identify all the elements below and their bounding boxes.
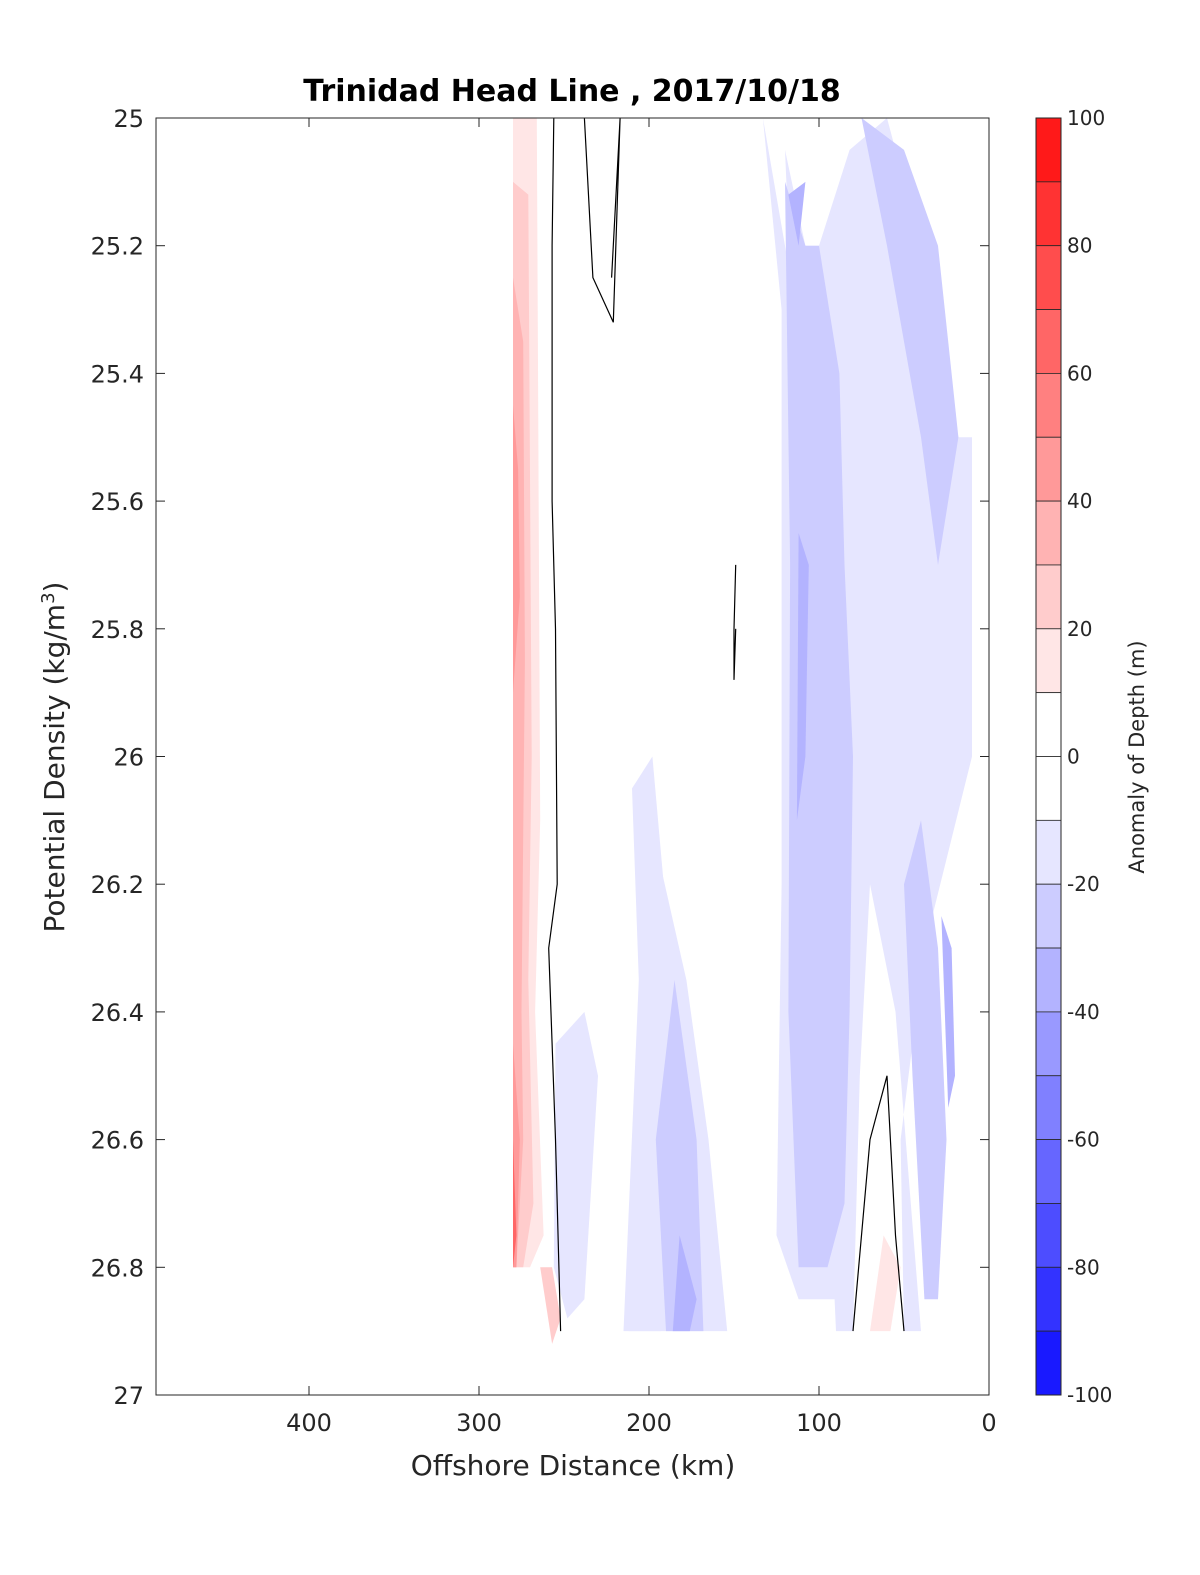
contour-region-12 <box>788 181 806 246</box>
contour-region-6 <box>540 1267 561 1344</box>
x-tick-label: 300 <box>456 1409 502 1437</box>
colorbar-label: Anomaly of Depth (m) <box>1125 640 1149 873</box>
colorbar-tick-label: 60 <box>1067 361 1092 385</box>
colorbar-tick-label: 80 <box>1067 234 1092 258</box>
colorbar-band <box>1035 947 1062 1013</box>
y-tick-label: 26.6 <box>91 1127 144 1155</box>
chart-title: Trinidad Head Line , 2017/10/18 <box>303 74 840 109</box>
zero-contour-line-2 <box>733 564 737 680</box>
y-tick-label: 25.2 <box>91 233 144 261</box>
contour-region-19 <box>672 1235 697 1332</box>
y-axis-label: Potential Density (kg/m3) <box>38 582 72 933</box>
colorbar-band <box>1035 436 1062 502</box>
colorbar-tick-label: -20 <box>1067 872 1100 896</box>
colorbar-band <box>1035 883 1062 949</box>
colorbar-band <box>1035 372 1062 438</box>
y-tick-label: 26.8 <box>91 1254 144 1282</box>
y-axis-ticks: 25 25.2 25.4 25.6 25.8 26 26.2 26.4 26.6 26.8 27 <box>91 105 989 1410</box>
y-tick-label: 27 <box>113 1382 144 1410</box>
colorbar-tick-label: 20 <box>1067 617 1092 641</box>
colorbar-band <box>1035 1330 1062 1396</box>
colorbar-bands <box>1035 117 1062 1396</box>
y-tick-label: 25.8 <box>91 616 144 644</box>
y-tick-label: 25.4 <box>91 360 144 388</box>
colorbar-band <box>1035 245 1062 310</box>
colorbar-tick-label: -40 <box>1067 1000 1100 1024</box>
colorbar-band <box>1035 692 1062 757</box>
contour-region-13 <box>796 533 809 821</box>
contour-region-14 <box>941 916 955 1108</box>
x-axis-label: Offshore Distance (km) <box>411 1449 736 1482</box>
colorbar-band <box>1035 500 1062 566</box>
colorbar-band <box>1035 117 1062 183</box>
colorbar-band <box>1035 309 1062 374</box>
colorbar-band <box>1035 181 1062 247</box>
contour-region-9 <box>785 181 853 1268</box>
colorbar-band <box>1035 628 1062 694</box>
contour-fills <box>513 118 972 1344</box>
zero-contour-line-0 <box>548 117 562 1332</box>
y-tick-label: 25.6 <box>91 488 144 516</box>
contour-region-10 <box>861 118 959 565</box>
contour-region-11 <box>904 820 947 1300</box>
colorbar-band <box>1035 756 1062 821</box>
y-tick-label: 26.2 <box>91 871 144 899</box>
x-tick-label: 200 <box>626 1409 672 1437</box>
colorbar-band <box>1035 1203 1062 1268</box>
colorbar-tick-label: 0 <box>1067 745 1080 769</box>
colorbar-tick-label: -100 <box>1067 1383 1112 1407</box>
colorbar: 100 80 60 40 20 0 -20 -40 -60 -80 -100 <box>1035 106 1112 1407</box>
colorbar-band <box>1035 1075 1062 1140</box>
contour-region-5 <box>513 1139 517 1268</box>
x-tick-label: 100 <box>796 1409 842 1437</box>
x-axis-ticks: 400 300 200 100 0 <box>286 118 997 1437</box>
contour-region-15 <box>553 1011 598 1319</box>
x-tick-label: 0 <box>981 1409 996 1437</box>
colorbar-band <box>1035 819 1062 885</box>
colorbar-band <box>1035 1011 1062 1077</box>
x-tick-label: 400 <box>286 1409 332 1437</box>
colorbar-frame <box>1035 117 1062 1396</box>
colorbar-tick-label: 100 <box>1067 106 1105 130</box>
zero-contour-lines <box>548 117 905 1332</box>
y-axis-label-end: ) <box>38 582 71 593</box>
y-tick-label: 25 <box>113 105 144 133</box>
colorbar-tick-label: -80 <box>1067 1255 1100 1279</box>
colorbar-band <box>1035 1266 1062 1332</box>
y-axis-label-main: Potential Density (kg/m <box>38 604 71 933</box>
zero-contour-line-3 <box>852 1075 905 1332</box>
y-tick-label: 26.4 <box>91 999 144 1027</box>
colorbar-ticks: 100 80 60 40 20 0 -20 -40 -60 -80 -100 <box>1067 106 1112 1407</box>
colorbar-tick-label: -60 <box>1067 1128 1100 1152</box>
colorbar-band <box>1035 564 1062 630</box>
plot-area: 400 300 200 100 0 25 25.2 25.4 25.6 25.8 26 26.2 26… <box>91 105 997 1437</box>
colorbar-band <box>1035 1139 1062 1204</box>
colorbar-tick-label: 40 <box>1067 489 1092 513</box>
zero-contour-line-1 <box>583 117 621 323</box>
y-tick-label: 26 <box>113 744 144 772</box>
contour-region-18 <box>655 980 704 1332</box>
y-axis-label-superscript: 3 <box>38 592 59 603</box>
contour-region-3 <box>513 405 520 693</box>
contour-region-20 <box>870 1235 901 1332</box>
